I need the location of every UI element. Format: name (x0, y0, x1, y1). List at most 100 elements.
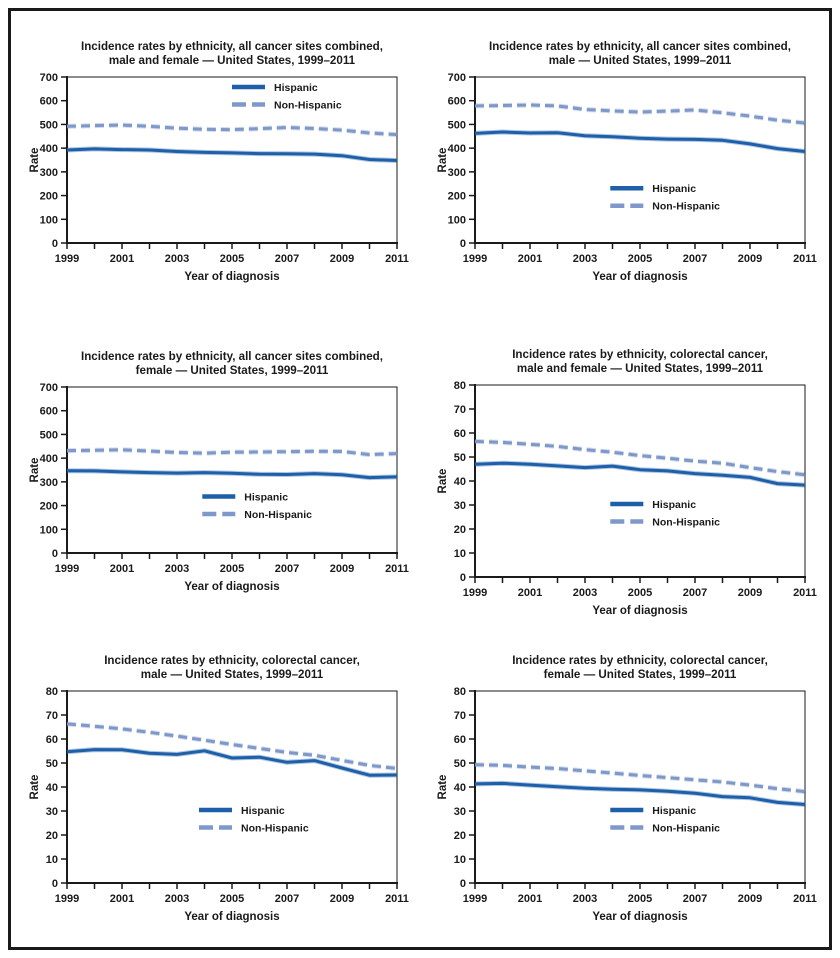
legend-label-non-hispanic: Non-Hispanic (244, 509, 312, 521)
y-tick-label: 0 (460, 572, 466, 584)
y-axis-label: Rate (437, 469, 449, 494)
y-tick-label: 40 (454, 476, 466, 488)
y-tick-label: 300 (40, 167, 58, 179)
series-line-halo-non-hispanic (474, 102, 806, 126)
chart-panel-all-sites-male: Incidence rates by ethnicity, all cancer… (433, 33, 825, 305)
y-tick-label: 700 (40, 72, 58, 84)
legend-label-hispanic: Hispanic (652, 805, 696, 817)
x-tick-label: 2011 (385, 893, 409, 905)
chart-subtitle: male — United States, 1999–2011 (141, 668, 324, 681)
x-axis-label: Year of diagnosis (184, 581, 279, 593)
x-tick-label: 2009 (330, 253, 354, 265)
series-line-hispanic (66, 748, 398, 777)
chart-panel-all-sites-male-and-female: Incidence rates by ethnicity, all cancer… (25, 33, 417, 305)
x-tick-label: 2001 (518, 893, 542, 905)
legend-label-hispanic: Hispanic (241, 805, 285, 817)
chart-panel-colorectal-male: Incidence rates by ethnicity, colorectal… (25, 647, 417, 945)
x-tick-label: 2001 (518, 587, 542, 599)
y-tick-label: 300 (448, 167, 466, 179)
legend-label-hispanic: Hispanic (274, 82, 318, 94)
y-tick-label: 0 (52, 878, 58, 890)
y-tick-label: 100 (40, 214, 58, 226)
legend-label-non-hispanic: Non-Hispanic (652, 517, 720, 529)
chart-title: Incidence rates by ethnicity, all cancer… (489, 40, 791, 53)
y-axis-label: Rate (437, 148, 449, 173)
chart-title: Incidence rates by ethnicity, colorectal… (104, 654, 360, 667)
plot-border (66, 76, 398, 244)
chart-panel-colorectal-female: Incidence rates by ethnicity, colorectal… (433, 647, 825, 945)
y-tick-label: 10 (454, 854, 466, 866)
x-tick-label: 2009 (738, 893, 762, 905)
x-axis-label: Year of diagnosis (184, 911, 279, 923)
line-chart: Incidence rates by ethnicity, all cancer… (29, 350, 409, 593)
x-tick-label: 2007 (275, 893, 299, 905)
y-tick-label: 200 (40, 501, 58, 513)
chart-subtitle: male — United States, 1999–2011 (549, 54, 732, 67)
chart-panel-all-sites-female: Incidence rates by ethnicity, all cancer… (25, 343, 417, 615)
x-axis-label: Year of diagnosis (592, 911, 687, 923)
x-tick-label: 2009 (330, 563, 354, 575)
legend-label-non-hispanic: Non-Hispanic (652, 201, 720, 213)
x-tick-label: 2011 (793, 253, 817, 265)
y-axis-label: Rate (437, 775, 449, 800)
y-tick-label: 30 (454, 500, 466, 512)
x-tick-label: 2001 (110, 563, 134, 575)
x-tick-label: 1999 (463, 587, 487, 599)
plot-border (474, 76, 806, 244)
y-tick-label: 30 (46, 806, 58, 818)
plot-border (66, 690, 398, 884)
chart-subtitle: male and female — United States, 1999–20… (517, 362, 764, 375)
x-tick-label: 2001 (110, 253, 134, 265)
x-tick-label: 1999 (55, 893, 79, 905)
y-tick-label: 200 (40, 191, 58, 203)
y-tick-label: 0 (460, 238, 466, 250)
x-tick-label: 1999 (463, 253, 487, 265)
legend-label-non-hispanic: Non-Hispanic (652, 823, 720, 835)
y-tick-label: 80 (454, 380, 466, 392)
y-tick-label: 30 (454, 806, 466, 818)
x-tick-label: 2007 (275, 563, 299, 575)
y-tick-label: 400 (40, 143, 58, 155)
line-chart: Incidence rates by ethnicity, colorectal… (437, 654, 817, 923)
y-tick-label: 400 (40, 453, 58, 465)
chart-subtitle: female — United States, 1999–2011 (136, 364, 329, 377)
y-tick-label: 80 (454, 686, 466, 698)
line-chart: Incidence rates by ethnicity, all cancer… (29, 40, 409, 283)
x-tick-label: 2011 (793, 587, 817, 599)
series-line-hispanic (66, 147, 398, 162)
line-chart: Incidence rates by ethnicity, colorectal… (437, 348, 817, 617)
series-line-halo-hispanic (474, 129, 806, 154)
x-tick-label: 2003 (165, 563, 189, 575)
y-tick-label: 60 (46, 734, 58, 746)
y-tick-label: 600 (40, 96, 58, 108)
y-tick-label: 0 (52, 238, 58, 250)
y-tick-label: 20 (454, 830, 466, 842)
series-line-hispanic (474, 461, 806, 487)
x-tick-label: 2007 (275, 253, 299, 265)
x-tick-label: 2003 (165, 253, 189, 265)
legend-label-non-hispanic: Non-Hispanic (241, 823, 309, 835)
x-tick-label: 2001 (110, 893, 134, 905)
x-tick-label: 1999 (463, 893, 487, 905)
chart-subtitle: female — United States, 1999–2011 (544, 668, 737, 681)
y-tick-label: 0 (52, 548, 58, 560)
y-tick-label: 20 (46, 830, 58, 842)
chart-title: Incidence rates by ethnicity, colorectal… (512, 348, 768, 361)
x-tick-label: 2003 (573, 587, 597, 599)
series-line-hispanic (474, 781, 806, 806)
x-tick-label: 2005 (220, 563, 244, 575)
y-tick-label: 70 (46, 710, 58, 722)
x-tick-label: 2011 (385, 253, 409, 265)
y-tick-label: 10 (454, 548, 466, 560)
x-tick-label: 1999 (55, 253, 79, 265)
y-tick-label: 70 (454, 710, 466, 722)
chart-panel-colorectal-male-and-female: Incidence rates by ethnicity, colorectal… (433, 341, 825, 639)
legend-label-hispanic: Hispanic (244, 492, 288, 504)
y-axis-label: Rate (29, 148, 41, 173)
y-tick-label: 60 (454, 734, 466, 746)
y-tick-label: 50 (454, 452, 466, 464)
x-tick-label: 2005 (628, 893, 652, 905)
x-axis-label: Year of diagnosis (592, 271, 687, 283)
legend-label-hispanic: Hispanic (652, 183, 696, 195)
y-tick-label: 700 (40, 382, 58, 394)
